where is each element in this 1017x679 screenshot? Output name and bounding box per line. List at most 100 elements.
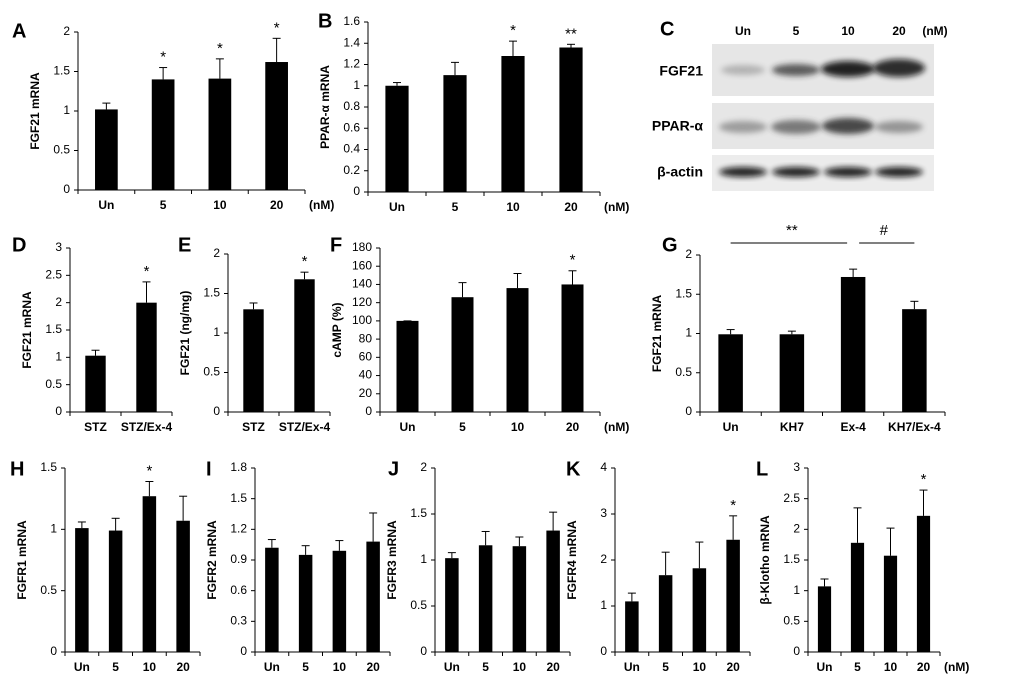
band — [824, 167, 872, 177]
band — [875, 121, 923, 133]
significance: * — [160, 49, 166, 66]
bar — [840, 276, 866, 412]
bar — [366, 541, 380, 652]
y-tick-label: 2 — [793, 522, 800, 536]
y-axis-label: FGF21 mRNA — [20, 291, 34, 369]
y-tick-label: 1.5 — [53, 64, 70, 78]
x-tick-label: 20 — [726, 660, 740, 674]
band — [721, 65, 765, 75]
bar — [332, 550, 347, 652]
x-tick-label: 5 — [459, 420, 466, 434]
bar — [176, 520, 190, 652]
y-tick-label: 100 — [352, 313, 372, 327]
panel-letter: I — [206, 458, 212, 480]
y-tick-label: 1 — [793, 583, 800, 597]
y-tick-label: 0.6 — [230, 583, 247, 597]
y-tick-label: 1.5 — [45, 322, 62, 336]
significance: * — [217, 40, 223, 57]
y-tick-label: 0.5 — [203, 365, 220, 379]
y-tick-label: 1 — [353, 78, 360, 92]
y-tick-label: 0 — [685, 404, 692, 418]
x-tick-label: 10 — [213, 198, 227, 212]
y-tick-label: 60 — [359, 350, 373, 364]
y-tick-label: 0.3 — [230, 614, 247, 628]
y-tick-label: 2 — [55, 295, 62, 309]
significance: * — [921, 471, 927, 488]
significance: ** — [565, 25, 577, 42]
y-tick-label: 0 — [600, 644, 607, 658]
significance: * — [302, 253, 308, 270]
x-tick-label: 5 — [854, 660, 861, 674]
x-tick-label: Un — [624, 660, 640, 674]
bar — [208, 78, 232, 190]
band — [771, 120, 821, 134]
y-tick-label: 1 — [63, 103, 70, 117]
panel-letter: B — [318, 10, 332, 32]
y-tick-label: 0.5 — [410, 598, 427, 612]
y-tick-label: 1.6 — [343, 14, 360, 28]
bar — [385, 85, 409, 192]
y-tick-label: 0 — [240, 644, 247, 658]
y-tick-label: 2 — [420, 460, 427, 474]
y-tick-label: 2.5 — [783, 491, 800, 505]
y-tick-label: 1 — [55, 350, 62, 364]
x-tick-label: 20 — [546, 660, 560, 674]
y-tick-label: 1.5 — [783, 552, 800, 566]
y-tick-label: 1.5 — [40, 460, 57, 474]
band — [822, 118, 874, 134]
y-tick-label: 0.8 — [343, 99, 360, 113]
panel-letter: A — [12, 20, 26, 42]
band — [719, 167, 767, 177]
bar — [142, 496, 157, 652]
y-tick-label: 3 — [600, 506, 607, 520]
lane-label: 5 — [793, 24, 800, 38]
bar — [136, 302, 157, 412]
x-unit: (nM) — [309, 198, 334, 212]
panel-letter: K — [566, 458, 581, 480]
x-tick-label: 20 — [176, 660, 190, 674]
significance: * — [570, 252, 576, 269]
bar — [850, 542, 865, 652]
x-tick-label: 10 — [333, 660, 347, 674]
x-tick-label: 10 — [143, 660, 157, 674]
x-tick-label: 10 — [506, 200, 520, 214]
y-axis-label: FGFR1 mRNA — [15, 520, 29, 600]
y-tick-label: 1 — [213, 325, 220, 339]
x-tick-label: 5 — [302, 660, 309, 674]
x-tick-label: 5 — [112, 660, 119, 674]
x-tick-label: 20 — [564, 200, 578, 214]
x-tick-label: Un — [389, 200, 405, 214]
x-tick-label: 10 — [884, 660, 898, 674]
x-tick-label: Un — [444, 660, 460, 674]
panel-letter: E — [178, 234, 191, 256]
row-label: FGF21 — [659, 63, 703, 79]
band — [772, 167, 820, 177]
lane-label: 10 — [841, 24, 855, 38]
row-label: β-actin — [657, 164, 703, 180]
band — [821, 61, 875, 77]
significance: * — [730, 497, 736, 514]
x-tick-label: Un — [264, 660, 280, 674]
y-tick-label: 0.9 — [230, 552, 247, 566]
significance: * — [274, 19, 280, 36]
panel-letter: L — [756, 458, 768, 480]
y-tick-label: 2 — [63, 24, 70, 38]
bar — [916, 515, 931, 652]
bar — [265, 547, 279, 652]
band — [719, 121, 767, 133]
y-tick-label: 0.6 — [343, 120, 360, 134]
y-axis-label: FGF21 (ng/mg) — [178, 291, 192, 376]
panel-letter: H — [10, 458, 24, 480]
bar — [445, 558, 459, 652]
bar — [559, 47, 583, 192]
y-tick-label: 1.5 — [675, 286, 692, 300]
bar — [658, 575, 673, 652]
bar — [95, 109, 118, 190]
row-label: PPAR-α — [652, 118, 704, 134]
bar — [298, 554, 313, 652]
significance: * — [144, 263, 150, 280]
panel-letter: D — [12, 234, 26, 256]
y-tick-label: 140 — [352, 277, 372, 291]
y-tick-label: 0.5 — [53, 143, 70, 157]
x-tick-label: KH7 — [780, 420, 804, 434]
